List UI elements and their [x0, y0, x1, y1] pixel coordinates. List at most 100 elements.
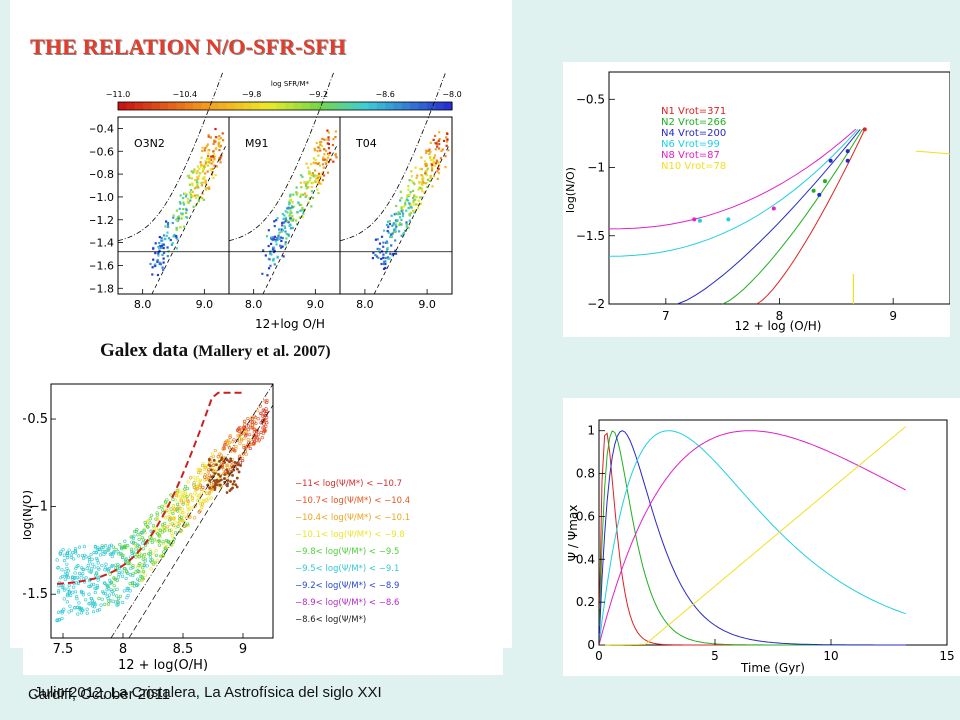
data-point: [281, 229, 285, 232]
colorbar-segment: [218, 102, 228, 110]
model-point: [77, 577, 81, 581]
x-tick-label: 8: [119, 642, 127, 657]
data-point: [183, 203, 186, 206]
data-point: [407, 226, 410, 229]
data-point: [817, 192, 822, 197]
data-point: [432, 175, 436, 178]
model-point: [151, 524, 156, 528]
x-axis-label: 12 + log (O/H): [735, 319, 822, 333]
data-point: [210, 162, 213, 165]
model-point: [193, 516, 197, 520]
data-point: [429, 176, 432, 179]
model-point: [232, 468, 236, 472]
data-point: [280, 239, 283, 243]
panel-label: T04: [355, 137, 377, 150]
data-point: [189, 199, 192, 202]
data-point: [446, 132, 449, 135]
model-point: [94, 551, 98, 555]
data-point: [300, 209, 303, 212]
model-point: [95, 583, 99, 588]
data-point: [386, 229, 389, 233]
data-point: [164, 238, 167, 241]
data-point: [319, 149, 322, 152]
data-point: [318, 181, 321, 185]
model-point: [229, 467, 233, 471]
model-point: [244, 445, 248, 449]
sfh-series: [599, 430, 906, 646]
data-point: [221, 132, 224, 135]
data-point: [219, 137, 222, 140]
model-point: [207, 490, 212, 495]
data-point: [196, 186, 200, 189]
model-point: [128, 589, 132, 593]
data-point: [175, 228, 178, 231]
model-point: [196, 475, 200, 480]
model-point: [148, 548, 152, 552]
data-point: [317, 146, 320, 149]
model-point: [238, 425, 242, 430]
data-point: [314, 180, 317, 183]
data-point: [398, 223, 401, 227]
data-point: [319, 141, 322, 144]
colorbar-segment: [209, 102, 219, 110]
model-point: [98, 547, 102, 551]
data-point: [299, 195, 302, 198]
data-point: [284, 241, 287, 244]
model-point: [82, 553, 87, 557]
model-point: [242, 436, 246, 441]
model-point: [96, 566, 100, 570]
data-point: [404, 200, 407, 203]
data-point: [166, 255, 169, 258]
data-point: [435, 142, 438, 145]
model-point: [80, 566, 84, 570]
data-point: [203, 176, 206, 179]
model-point: [136, 569, 140, 573]
data-point: [392, 223, 395, 226]
data-point: [417, 188, 420, 191]
model-point: [192, 481, 196, 485]
model-point: [143, 559, 147, 563]
data-point: [380, 235, 384, 238]
data-point: [329, 158, 332, 161]
data-point: [331, 143, 335, 147]
data-point: [432, 156, 436, 160]
model-point: [183, 514, 187, 518]
model-point: [125, 570, 129, 574]
data-point: [281, 212, 284, 216]
data-point: [393, 228, 396, 231]
data-point: [371, 257, 374, 260]
data-point: [218, 158, 221, 161]
data-point: [443, 139, 446, 143]
data-point: [409, 203, 412, 207]
colorbar-segment: [226, 102, 236, 110]
data-point: [273, 249, 276, 252]
data-point: [407, 206, 410, 210]
model-point: [120, 555, 125, 560]
data-point: [162, 268, 165, 271]
model-point: [123, 539, 127, 543]
model-point: [251, 437, 256, 442]
model-point: [213, 488, 217, 492]
model-point: [215, 463, 218, 467]
data-point: [171, 221, 174, 225]
data-point: [196, 194, 199, 197]
data-point: [405, 198, 408, 201]
model-curve: [117, 55, 230, 242]
model-point: [154, 517, 158, 521]
data-point: [291, 215, 294, 218]
data-point: [420, 156, 423, 159]
data-point: [410, 179, 414, 183]
model-point: [171, 504, 176, 508]
data-point: [375, 255, 379, 258]
model-point: [69, 553, 73, 557]
data-point: [303, 192, 307, 195]
model-point: [142, 563, 146, 568]
model-point: [85, 611, 89, 615]
data-point: [425, 174, 429, 177]
model-point: [137, 570, 141, 574]
data-point: [321, 163, 324, 166]
model-point: [86, 563, 90, 568]
model-point: [196, 467, 200, 472]
data-point: [305, 184, 308, 187]
